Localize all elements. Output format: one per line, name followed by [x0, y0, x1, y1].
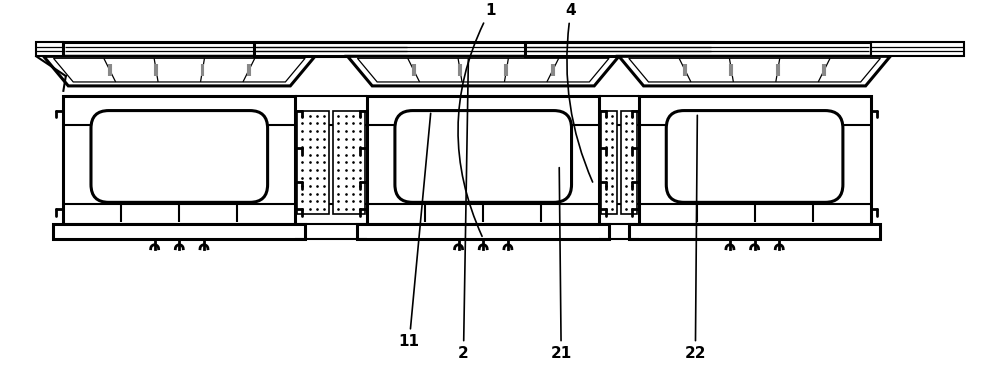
Bar — [333, 110, 365, 214]
Polygon shape — [619, 56, 890, 86]
Polygon shape — [348, 56, 619, 86]
Bar — [601, 110, 617, 214]
Bar — [297, 110, 329, 214]
Bar — [639, 96, 871, 224]
Bar — [63, 41, 409, 56]
Text: 11: 11 — [399, 113, 431, 349]
Polygon shape — [53, 58, 305, 82]
FancyBboxPatch shape — [91, 110, 268, 202]
Bar — [871, 41, 964, 56]
Text: 2: 2 — [458, 59, 469, 361]
Text: 1: 1 — [458, 3, 495, 236]
Text: 4: 4 — [566, 3, 593, 182]
FancyBboxPatch shape — [395, 110, 572, 202]
Polygon shape — [629, 58, 880, 82]
Polygon shape — [44, 56, 315, 86]
Bar — [367, 96, 599, 224]
Bar — [36, 41, 63, 56]
Bar — [53, 224, 305, 239]
Bar — [629, 224, 880, 239]
FancyBboxPatch shape — [666, 110, 843, 202]
Polygon shape — [357, 58, 609, 82]
Text: 22: 22 — [685, 115, 706, 361]
Bar — [525, 41, 871, 56]
Bar — [357, 224, 609, 239]
Bar — [63, 96, 295, 224]
Bar — [621, 110, 637, 214]
Bar — [254, 41, 713, 56]
Text: 21: 21 — [551, 168, 572, 361]
